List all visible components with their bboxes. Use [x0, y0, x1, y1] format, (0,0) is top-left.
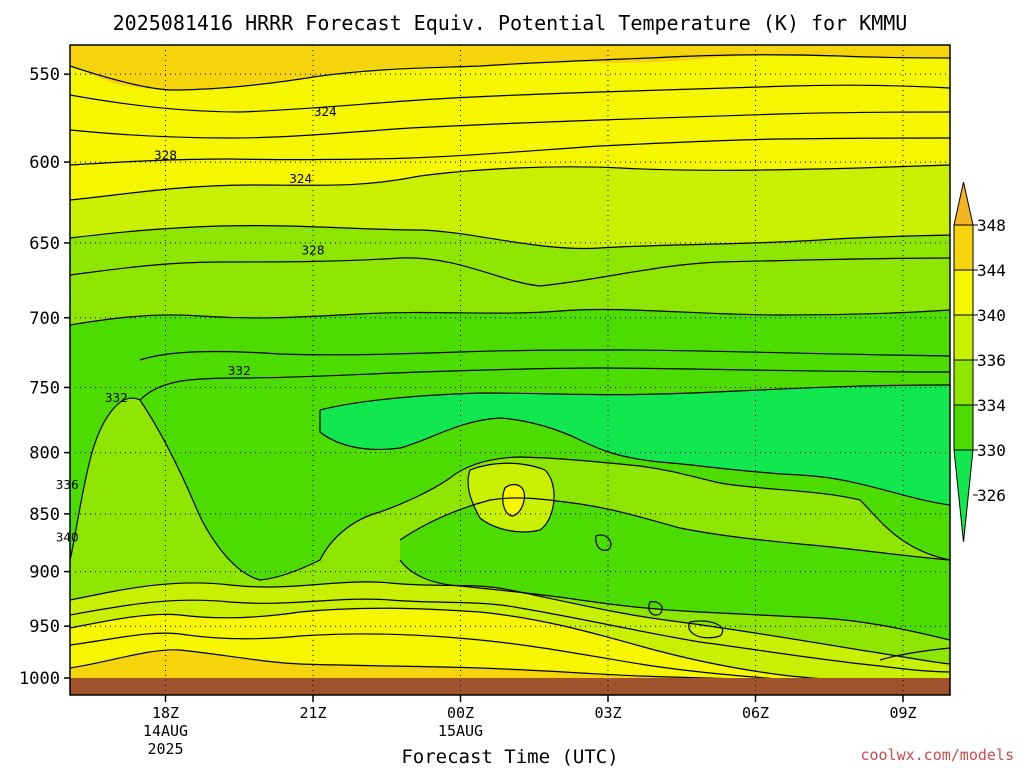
- y-tick-label: 950: [29, 617, 60, 637]
- contour-label: 324: [289, 172, 312, 186]
- x-tick-label: 21Z: [299, 704, 326, 722]
- band-340-bubble: [502, 484, 525, 516]
- colorbar-label: 344: [977, 261, 1006, 280]
- contour-label: 340: [56, 530, 79, 544]
- y-tick-label: 750: [29, 378, 60, 398]
- y-tick-label: 900: [29, 563, 60, 583]
- colorbar-label: 334: [977, 396, 1006, 415]
- colorbar-bottom-arrow: [953, 449, 974, 543]
- y-tick-label: 1000: [19, 669, 60, 689]
- colorbar-segment: [953, 359, 974, 406]
- x-tick-label: 03Z: [594, 704, 621, 722]
- grid-lines: [70, 45, 950, 695]
- ground-fill: [70, 678, 950, 695]
- x-tick-label: 00Z: [447, 704, 474, 722]
- colorbar: 348 344 340 336 334 330 326: [953, 181, 1006, 543]
- band-326: [320, 385, 950, 505]
- x-tick-label: 18Z: [152, 704, 179, 722]
- contour-lines: [70, 54, 950, 687]
- y-axis: 2503003504004505005506006507007508008509…: [19, 65, 70, 689]
- colorbar-label: 336: [977, 351, 1006, 370]
- colorbar-label: 330: [977, 441, 1006, 460]
- x-tick-label: 09Z: [889, 704, 916, 722]
- contour-label: 332: [228, 364, 251, 378]
- y-tick-label: 700: [29, 309, 60, 329]
- contour-label: 328: [302, 244, 325, 258]
- y-tick-label: 650: [29, 234, 60, 254]
- colorbar-top-arrow: [953, 181, 974, 226]
- x-tick-date: 15AUG: [438, 722, 483, 740]
- colorbar-segment: [953, 404, 974, 451]
- contour-label: 328: [154, 148, 177, 162]
- x-tick-date: 14AUG: [143, 722, 188, 740]
- colorbar-segment: [953, 314, 974, 361]
- colorbar-label: 340: [977, 306, 1006, 325]
- contour-label: 336: [56, 478, 79, 492]
- x-tick-year: 2025: [147, 740, 183, 758]
- y-tick-label: 550: [29, 65, 60, 85]
- y-tick-label: 850: [29, 505, 60, 525]
- plot-fill: [70, 45, 950, 695]
- contour-labels: 3443443403363363323283283283283243243323…: [56, 105, 337, 544]
- credit-text: coolwx.com/models: [860, 746, 1014, 764]
- plot-frame: [69, 44, 951, 696]
- band-330-lowlevel: [400, 497, 950, 640]
- contour-label: 324: [314, 105, 337, 119]
- colorbar-segment: [953, 224, 974, 271]
- colorbar-label: 348: [977, 216, 1006, 235]
- band-344-top: [70, 45, 950, 90]
- y-tick-label: 800: [29, 444, 60, 464]
- x-tick-label: 06Z: [742, 704, 769, 722]
- colorbar-label: 326: [977, 486, 1006, 505]
- y-tick-label: 600: [29, 153, 60, 173]
- x-axis-label: Forecast Time (UTC): [401, 746, 618, 768]
- colorbar-segment: [953, 269, 974, 316]
- chart-title: 2025081416 HRRR Forecast Equiv. Potentia…: [113, 11, 908, 35]
- contour-label: 332: [105, 391, 128, 405]
